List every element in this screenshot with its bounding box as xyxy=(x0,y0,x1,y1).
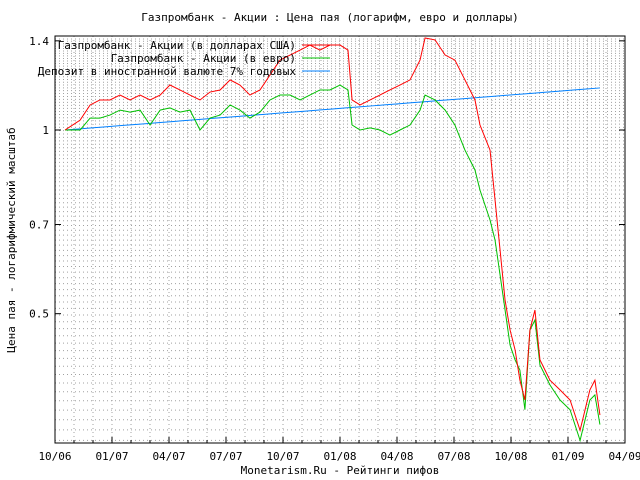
series-lines xyxy=(64,37,601,443)
x-tick-label: 10/08 xyxy=(494,450,527,463)
x-tick-label: 04/07 xyxy=(152,450,185,463)
legend-label-2: Депозит в иностранной валюте 7% годовых xyxy=(38,65,297,78)
x-tick-label: 04/09 xyxy=(608,450,640,463)
x-tick-label: 07/07 xyxy=(209,450,242,463)
x-tick-label: 10/07 xyxy=(266,450,299,463)
x-tick-label: 10/06 xyxy=(38,450,71,463)
series-line-2 xyxy=(64,87,600,131)
series-line-0 xyxy=(64,37,601,433)
y-axis-label: Цена пая - логарифмический масштаб xyxy=(5,127,18,352)
y-tick-label: 1 xyxy=(42,124,49,137)
chart-title: Газпромбанк - Акции : Цена пая (логарифм… xyxy=(141,11,519,24)
x-tick-label: 07/08 xyxy=(437,450,470,463)
x-tick-label: 01/08 xyxy=(323,450,356,463)
y-tick-label: 0.7 xyxy=(29,219,49,232)
legend: Газпромбанк - Акции (в долларах США)Газп… xyxy=(38,39,330,78)
y-tick-label: 0.5 xyxy=(29,308,49,321)
x-axis-label: Monetarism.Ru - Рейтинги пифов xyxy=(241,464,440,477)
ticks: 10/06 01/07 04/07 07/07 10/07 01/08 04/08 07/08… xyxy=(29,35,640,463)
y-tick-label: 1.4 xyxy=(29,35,49,48)
plot-frame xyxy=(54,35,626,444)
series-line-1 xyxy=(65,84,601,443)
legend-label-0: Газпромбанк - Акции (в долларах США) xyxy=(58,39,296,52)
x-tick-label: 01/09 xyxy=(551,450,584,463)
legend-label-1: Газпромбанк - Акции (в евро) xyxy=(111,52,296,65)
x-tick-label: 01/07 xyxy=(95,450,128,463)
grid xyxy=(55,36,625,443)
x-tick-label: 04/08 xyxy=(380,450,413,463)
